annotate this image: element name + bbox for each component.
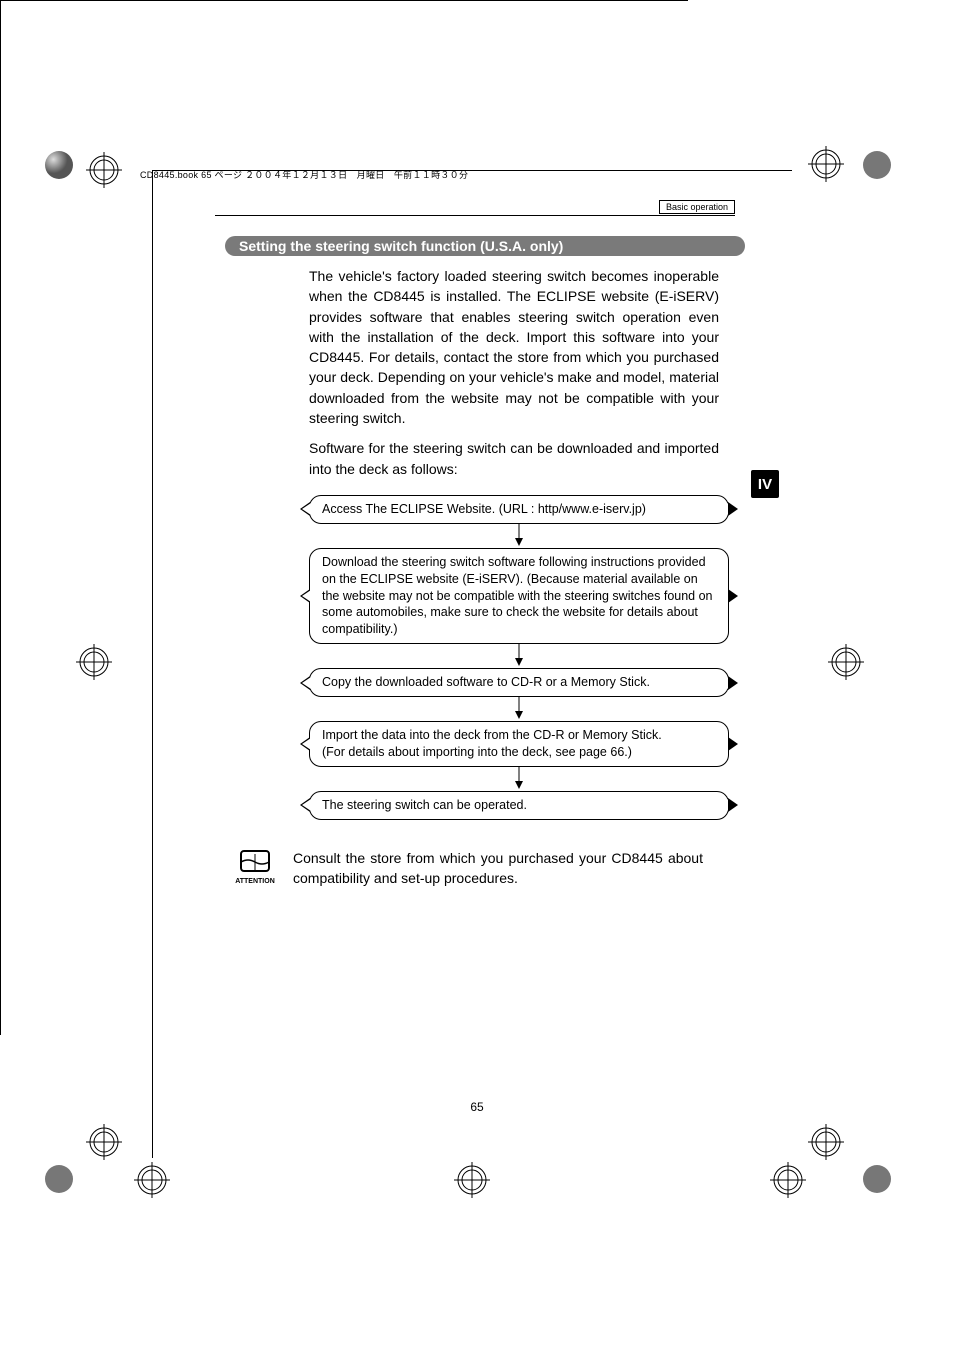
flow-step: Download the steering switch software fo… bbox=[309, 548, 729, 644]
header-rule bbox=[215, 215, 735, 216]
flow-step: Import the data into the deck from the C… bbox=[309, 721, 729, 767]
registration-mark-icon bbox=[86, 1124, 122, 1160]
registration-mark-icon bbox=[808, 146, 844, 182]
registration-mark-icon bbox=[86, 152, 122, 188]
attention-note: ATTENTION Consult the store from which y… bbox=[235, 848, 735, 889]
flow-step-text: Import the data into the deck from the C… bbox=[322, 728, 662, 759]
flow-step-text: Download the steering switch software fo… bbox=[322, 555, 713, 637]
flowchart: Access The ECLIPSE Website. (URL : http/… bbox=[309, 495, 729, 820]
halftone-sphere-icon bbox=[862, 150, 892, 180]
registration-mark-icon bbox=[808, 1124, 844, 1160]
page-content: Basic operation IV Setting the steering … bbox=[235, 200, 735, 888]
section-tab: IV bbox=[751, 470, 779, 498]
flow-step-text: Access The ECLIPSE Website. (URL : http/… bbox=[322, 502, 646, 516]
registration-mark-icon bbox=[828, 644, 864, 680]
body-paragraph-2: Software for the steering switch can be … bbox=[309, 438, 719, 479]
attention-text: Consult the store from which you purchas… bbox=[293, 848, 703, 889]
halftone-sphere-icon bbox=[862, 1164, 892, 1194]
registration-mark-icon bbox=[76, 644, 112, 680]
flow-arrow-icon bbox=[309, 697, 729, 721]
body-paragraph-1: The vehicle's factory loaded steering sw… bbox=[309, 266, 719, 428]
registration-mark-icon bbox=[770, 1162, 806, 1198]
flow-step: The steering switch can be operated. bbox=[309, 791, 729, 820]
flow-arrow-icon bbox=[309, 524, 729, 548]
flow-arrow-icon bbox=[309, 767, 729, 791]
flow-arrow-icon bbox=[309, 644, 729, 668]
crop-line-left bbox=[0, 1, 1, 1035]
section-heading: Setting the steering switch function (U.… bbox=[225, 236, 745, 256]
halftone-sphere-icon bbox=[44, 1164, 74, 1194]
flow-step-text: The steering switch can be operated. bbox=[322, 798, 527, 812]
print-header-text: CD8445.book 65 ページ ２００４年１２月１３日 月曜日 午前１１時… bbox=[140, 168, 468, 181]
crop-line-top bbox=[0, 0, 688, 1]
page-number: 65 bbox=[0, 1100, 954, 1114]
attention-icon: ATTENTION bbox=[235, 848, 275, 885]
attention-label: ATTENTION bbox=[235, 878, 275, 885]
flow-step: Copy the downloaded software to CD-R or … bbox=[309, 668, 729, 697]
flow-step-text: Copy the downloaded software to CD-R or … bbox=[322, 675, 650, 689]
registration-mark-icon bbox=[134, 1162, 170, 1198]
halftone-sphere-icon bbox=[44, 150, 74, 180]
breadcrumb: Basic operation bbox=[659, 200, 735, 214]
flow-step: Access The ECLIPSE Website. (URL : http/… bbox=[309, 495, 729, 524]
registration-mark-icon bbox=[454, 1162, 490, 1198]
